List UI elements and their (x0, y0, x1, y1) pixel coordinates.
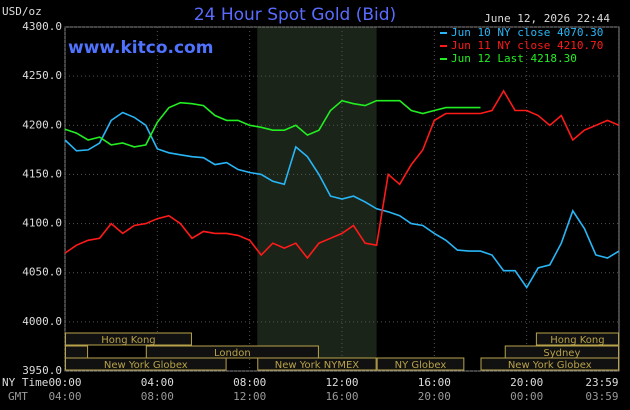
x-tick-label: 08:00 (233, 376, 266, 389)
y-tick-label: 4250.0 (22, 69, 62, 82)
y-tick-label: 4100.0 (22, 217, 62, 230)
session-label: London (214, 348, 251, 359)
y-tick-label: 4300.0 (22, 20, 62, 33)
legend-label: Jun 12 Last 4218.30 (451, 52, 577, 65)
x-tick-label: 04:00 (141, 376, 174, 389)
x-axis-label: NY Time (2, 376, 48, 389)
price-line (64, 89, 620, 260)
session-bar (65, 357, 227, 371)
x-tick-label: 12:00 (325, 376, 358, 389)
chart-title: 24 Hour Spot Gold (Bid) (194, 5, 396, 25)
session-bar (65, 345, 89, 359)
y-tick-label: 4150.0 (22, 167, 62, 180)
x2-axis-label: GMT (8, 390, 28, 403)
x2-tick-label: 08:00 (141, 390, 174, 403)
y-axis-label: USD/oz (2, 5, 42, 18)
session-bar (480, 357, 619, 371)
x2-tick-label: 04:00 (48, 390, 81, 403)
legend-label: Jun 10 NY close 4070.30 (451, 26, 603, 39)
session-label: Hong Kong (101, 335, 155, 346)
session-label: New York Globex (508, 360, 592, 371)
session-label: Hong Kong (550, 335, 604, 346)
y-tick-label: 4050.0 (22, 266, 62, 279)
x-tick-label: 23:59 (585, 376, 618, 389)
y-tick-label: 4200.0 (22, 118, 62, 131)
session-label: Sydney (543, 348, 580, 359)
session-bar (376, 357, 465, 371)
timestamp: June 12, 2026 22:44 (484, 12, 610, 25)
y-tick-label: 3950.0 (22, 364, 62, 377)
x2-tick-label: 12:00 (233, 390, 266, 403)
session-bar (65, 332, 192, 346)
x2-tick-label: 00:00 (510, 390, 543, 403)
shaded-session (257, 27, 377, 371)
session-bar (535, 332, 620, 346)
session-bar (257, 357, 377, 371)
price-line (64, 111, 620, 289)
x-tick-label: 00:00 (48, 376, 81, 389)
y-tick-label: 4000.0 (22, 315, 62, 328)
price-line (64, 99, 481, 148)
site-label: www.kitco.com (68, 38, 213, 58)
legend-label: Jun 11 NY close 4210.70 (451, 39, 603, 52)
session-label: New York Globex (104, 360, 188, 371)
session-bar (145, 345, 319, 359)
x-tick-label: 20:00 (510, 376, 543, 389)
x2-tick-label: 03:59 (585, 390, 618, 403)
x2-tick-label: 20:00 (418, 390, 451, 403)
x2-tick-label: 16:00 (325, 390, 358, 403)
session-label: New York NYMEX (275, 360, 360, 371)
session-label: NY Globex (395, 360, 447, 371)
x-tick-label: 16:00 (418, 376, 451, 389)
